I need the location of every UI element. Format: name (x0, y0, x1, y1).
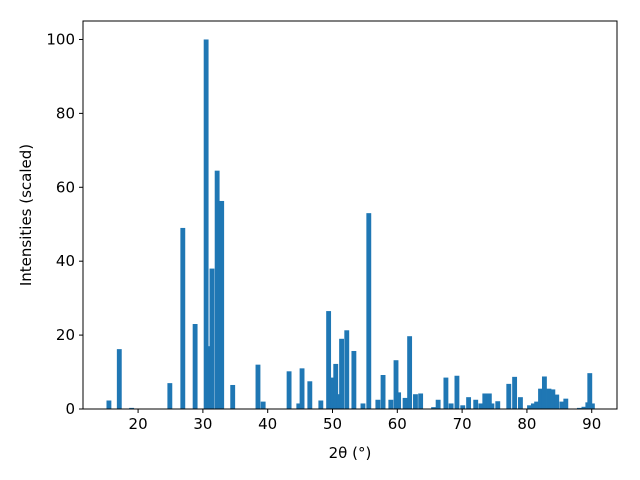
bar (180, 227, 186, 409)
x-tick-label: 90 (582, 415, 601, 433)
bar (351, 350, 357, 409)
bar (482, 393, 488, 409)
bar (230, 384, 236, 409)
bar (219, 200, 225, 409)
bar (333, 363, 339, 409)
bar (286, 371, 292, 409)
bar (380, 375, 386, 409)
bar (339, 338, 345, 409)
bar (307, 381, 313, 409)
bar (330, 377, 336, 409)
x-tick-label: 20 (129, 415, 148, 433)
x-tick-label: 30 (193, 415, 212, 433)
bar (318, 400, 324, 409)
bar (214, 170, 220, 409)
bar (518, 397, 523, 409)
bar (336, 394, 342, 409)
y-tick-label: 60 (56, 178, 75, 196)
bar (129, 407, 135, 409)
bar (418, 393, 424, 409)
bar (402, 397, 408, 409)
bar (512, 376, 518, 409)
bar (443, 377, 449, 409)
y-tick-label: 20 (56, 326, 75, 344)
bar (587, 373, 593, 409)
bar (326, 311, 332, 409)
bar (296, 403, 302, 409)
bar (478, 403, 484, 409)
bar (489, 403, 495, 409)
bar (559, 401, 565, 409)
bar (554, 394, 560, 409)
bar (116, 349, 122, 409)
bar (589, 403, 595, 409)
bar (448, 403, 454, 409)
bar (541, 376, 547, 409)
bar (546, 388, 552, 409)
x-axis-label: 2θ (°) (329, 444, 372, 462)
y-tick-label: 100 (46, 30, 75, 48)
x-tick-label: 60 (388, 415, 407, 433)
bar (466, 397, 472, 409)
bar (366, 213, 372, 409)
bar (192, 324, 198, 409)
bar (206, 346, 212, 409)
y-axis-label: Intensities (scaled) (17, 144, 35, 286)
x-tick-label: 40 (258, 415, 277, 433)
y-tick-label: 0 (65, 400, 75, 418)
bar (460, 405, 466, 409)
bar (435, 399, 441, 409)
bar (388, 399, 394, 409)
bar (538, 388, 543, 409)
bar (360, 403, 366, 409)
bar (203, 39, 209, 409)
bar (563, 398, 569, 409)
bar (396, 392, 402, 409)
x-tick-label: 70 (453, 415, 472, 433)
bar (393, 360, 399, 409)
bar (209, 268, 215, 409)
bar (530, 403, 536, 409)
bar (581, 406, 587, 409)
bar (255, 364, 261, 409)
bar (431, 407, 437, 409)
bar (167, 383, 173, 409)
bar (486, 393, 492, 409)
bar (506, 383, 512, 409)
bar (527, 405, 532, 409)
bar (454, 375, 460, 409)
y-tick-label: 40 (56, 252, 75, 270)
bar (413, 394, 418, 409)
bar (375, 399, 381, 409)
bar (407, 336, 413, 409)
bar (299, 368, 305, 409)
bar (495, 401, 501, 409)
plot-frame (82, 20, 618, 410)
bar (576, 407, 582, 409)
x-tick-label: 80 (517, 415, 536, 433)
bar (550, 389, 556, 409)
x-tick-label: 50 (323, 415, 342, 433)
bar (260, 401, 266, 409)
bar (534, 401, 540, 409)
y-tick-label: 80 (56, 104, 75, 122)
bar (473, 399, 479, 409)
bar (344, 330, 350, 409)
bar (106, 400, 112, 409)
